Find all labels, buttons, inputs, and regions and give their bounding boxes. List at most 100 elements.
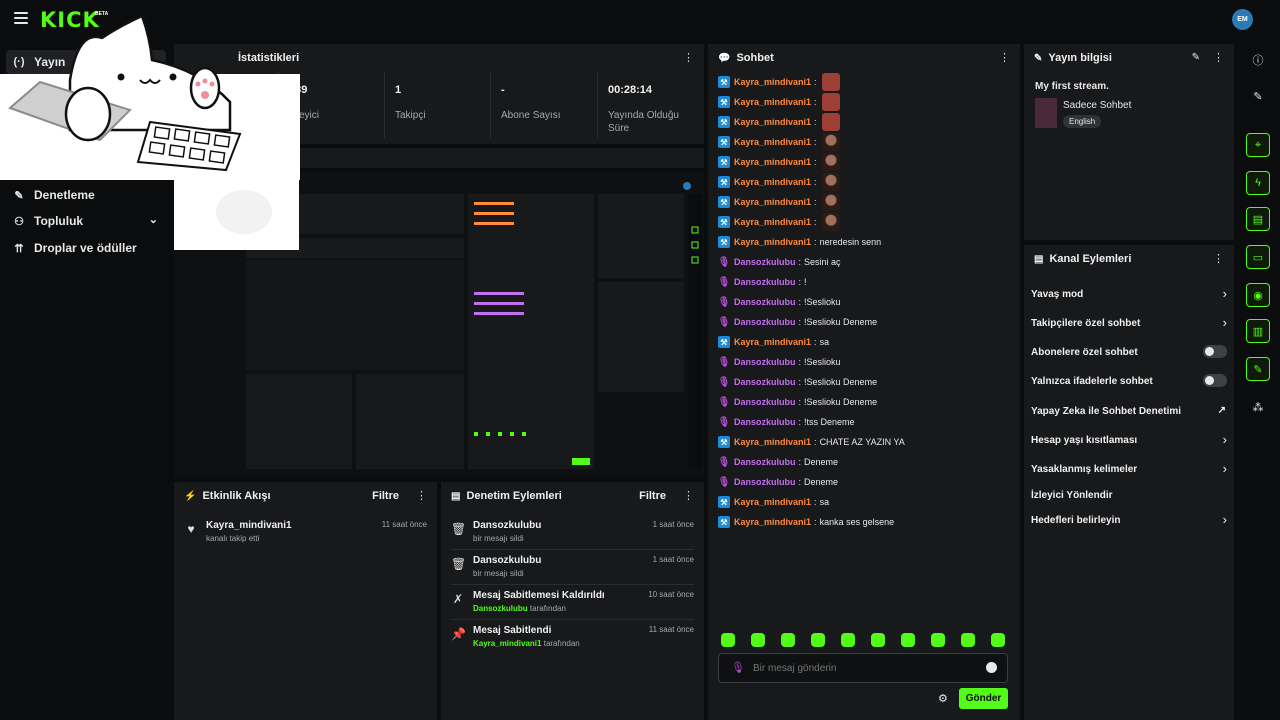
nav-item-topluluk[interactable]: ⚇ Topluluk ⌄ xyxy=(6,209,166,233)
action-goals[interactable]: Hedefleri belirleyin › xyxy=(1031,512,1227,527)
chat-message[interactable]: ⚒ Kayra_mindivani1: xyxy=(718,92,1008,112)
chat-username[interactable]: Kayra_mindivani1 xyxy=(734,117,812,127)
chat-message[interactable]: ⚒ Kayra_mindivani1: xyxy=(718,172,1008,192)
chat-username[interactable]: Kayra_mindivani1 xyxy=(734,217,812,227)
action-raid[interactable]: İzleyici Yönlendir xyxy=(1031,490,1227,501)
stat-value: 00:28:14 xyxy=(608,84,653,96)
chat-username[interactable]: Kayra_mindivani1 xyxy=(734,137,812,147)
chat-username[interactable]: Kayra_mindivani1 xyxy=(734,337,812,347)
action-slow-mode[interactable]: Yavaş mod › xyxy=(1031,286,1227,301)
chat-message-list[interactable]: ⚒ Kayra_mindivani1: ⚒ Kayra_mindivani1: ⚒ Kay… xyxy=(718,72,1008,532)
emote-quick-icon[interactable] xyxy=(961,633,975,647)
action-ai-moderation[interactable]: Yapay Zeka ile Sohbet Denetimi ↗ xyxy=(1031,405,1227,417)
chat-username[interactable]: Dansozkulubu xyxy=(734,397,796,407)
bolt-icon[interactable]: ϟ xyxy=(1246,171,1270,195)
emote-only-toggle[interactable] xyxy=(1203,374,1227,387)
chat-username[interactable]: Dansozkulubu xyxy=(734,317,796,327)
chat-username[interactable]: Kayra_mindivani1 xyxy=(734,197,812,207)
chat-message[interactable]: 🎙 Dansozkulubu: Sesini aç xyxy=(718,252,1008,272)
chat-username[interactable]: Kayra_mindivani1 xyxy=(734,77,812,87)
kebab-menu-icon[interactable]: ⋮ xyxy=(999,52,1010,64)
emote-quick-icon[interactable] xyxy=(901,633,915,647)
emoji-picker-icon[interactable] xyxy=(986,662,997,673)
chat-message[interactable]: ⚒ Kayra_mindivani1: xyxy=(718,152,1008,172)
chat-message[interactable]: ⚒ Kayra_mindivani1: sa xyxy=(718,332,1008,352)
chat-message[interactable]: 🎙 Dansozkulubu: !Seslioku Deneme xyxy=(718,372,1008,392)
chat-message[interactable]: ⚒ Kayra_mindivani1: xyxy=(718,72,1008,92)
notes-icon[interactable]: ▤ xyxy=(1246,207,1270,231)
chat-colon: : xyxy=(798,477,802,487)
send-button[interactable]: Gönder xyxy=(959,688,1008,709)
kebab-menu-icon[interactable]: ⋮ xyxy=(416,490,427,502)
kick-logo[interactable]: KICK xyxy=(40,8,100,32)
chat-message[interactable]: 🎙 Dansozkulubu: !Seslioku Deneme xyxy=(718,392,1008,412)
kebab-menu-icon[interactable]: ⋮ xyxy=(683,52,694,64)
chat-message[interactable]: ⚒ Kayra_mindivani1: xyxy=(718,132,1008,152)
chat-username[interactable]: Kayra_mindivani1 xyxy=(734,517,812,527)
chat-username[interactable]: Kayra_mindivani1 xyxy=(734,237,812,247)
chat-username[interactable]: Kayra_mindivani1 xyxy=(734,497,812,507)
kebab-menu-icon[interactable]: ⋮ xyxy=(1213,253,1224,265)
emote-quick-icon[interactable] xyxy=(751,633,765,647)
action-account-age[interactable]: Hesap yaşı kısıtlaması › xyxy=(1031,432,1227,447)
kebab-menu-icon[interactable]: ⋮ xyxy=(683,490,694,502)
emote-quick-icon[interactable] xyxy=(721,633,735,647)
focus-icon[interactable]: ⌖ xyxy=(1246,133,1270,157)
emote-quick-icon[interactable] xyxy=(991,633,1005,647)
chat-settings-icon[interactable]: ⚙ xyxy=(938,693,948,705)
chat-username[interactable]: Dansozkulubu xyxy=(734,297,796,307)
kebab-menu-icon[interactable]: ⋮ xyxy=(1213,52,1224,64)
pencil-icon[interactable]: ✎ xyxy=(1253,90,1263,103)
chat-message[interactable]: ⚒ Kayra_mindivani1: CHATE AZ YAZIN YA xyxy=(718,432,1008,452)
nav-item-denetleme[interactable]: ✎ Denetleme xyxy=(6,183,166,207)
chat-message[interactable]: 🎙 Dansozkulubu: Deneme xyxy=(718,452,1008,472)
chat-message[interactable]: ⚒ Kayra_mindivani1: sa xyxy=(718,492,1008,512)
chat-username[interactable]: Kayra_mindivani1 xyxy=(734,177,812,187)
emote-quick-icon[interactable] xyxy=(781,633,795,647)
chat-message[interactable]: ⚒ Kayra_mindivani1: neredesin senn xyxy=(718,232,1008,252)
layout-icon[interactable]: ▥ xyxy=(1246,319,1270,343)
subscribers-only-toggle[interactable] xyxy=(1203,345,1227,358)
chat-username[interactable]: Kayra_mindivani1 xyxy=(734,97,812,107)
chat-message[interactable]: ⚒ Kayra_mindivani1: xyxy=(718,192,1008,212)
edit-pencil-icon[interactable]: ✎ xyxy=(1191,52,1200,63)
broadcast-icon[interactable]: ◉ xyxy=(1246,283,1270,307)
chat-username[interactable]: Dansozkulubu xyxy=(734,357,796,367)
chat-icon[interactable]: ▭ xyxy=(1246,245,1270,269)
chat-message[interactable]: ⚒ Kayra_mindivani1: xyxy=(718,112,1008,132)
stream-preview[interactable]: KICK xyxy=(174,172,704,477)
chat-username[interactable]: Kayra_mindivani1 xyxy=(734,437,812,447)
chat-username[interactable]: Kayra_mindivani1 xyxy=(734,157,812,167)
chat-input[interactable] xyxy=(753,660,973,676)
emote-quick-icon[interactable] xyxy=(931,633,945,647)
chat-username[interactable]: Dansozkulubu xyxy=(734,377,796,387)
chat-text: !Seslioku xyxy=(804,297,841,307)
chat-username[interactable]: Dansozkulubu xyxy=(734,257,796,267)
apps-icon[interactable]: ⁂ xyxy=(1252,401,1264,414)
chat-input-box[interactable]: 🎙 xyxy=(718,653,1008,683)
emote-quick-icon[interactable] xyxy=(871,633,885,647)
wrench-icon[interactable]: ✎ xyxy=(1246,357,1270,381)
action-banned-words[interactable]: Yasaklanmış kelimeler › xyxy=(1031,461,1227,476)
chat-username[interactable]: Dansozkulubu xyxy=(734,277,796,287)
chat-message[interactable]: 🎙 Dansozkulubu: !Seslioku xyxy=(718,292,1008,312)
chat-message[interactable]: 🎙 Dansozkulubu: !tss Deneme xyxy=(718,412,1008,432)
chat-message[interactable]: ⚒ Kayra_mindivani1: kanka ses gelsene xyxy=(718,512,1008,532)
chat-message[interactable]: 🎙 Dansozkulubu: !Seslioku Deneme xyxy=(718,312,1008,332)
action-followers-only[interactable]: Takipçilere özel sohbet › xyxy=(1031,315,1227,330)
user-avatar[interactable]: EM xyxy=(1232,9,1253,30)
chat-message[interactable]: 🎙 Dansozkulubu:! xyxy=(718,272,1008,292)
nav-item-droplar[interactable]: ⇈ Droplar ve ödüller xyxy=(6,236,166,260)
modlog-filter-button[interactable]: Filtre xyxy=(639,490,666,502)
chat-username[interactable]: Dansozkulubu xyxy=(734,457,796,467)
chat-message[interactable]: 🎙 Dansozkulubu: !Seslioku xyxy=(718,352,1008,372)
chat-message[interactable]: ⚒ Kayra_mindivani1: xyxy=(718,212,1008,232)
emote-quick-icon[interactable] xyxy=(811,633,825,647)
chat-username[interactable]: Dansozkulubu xyxy=(734,477,796,487)
chat-message[interactable]: 🎙 Dansozkulubu: Deneme xyxy=(718,472,1008,492)
activity-filter-button[interactable]: Filtre xyxy=(372,490,399,502)
chat-username[interactable]: Dansozkulubu xyxy=(734,417,796,427)
emote-quick-icon[interactable] xyxy=(841,633,855,647)
info-icon[interactable]: ⓘ xyxy=(1252,55,1264,67)
hamburger-menu-icon[interactable] xyxy=(14,12,28,26)
